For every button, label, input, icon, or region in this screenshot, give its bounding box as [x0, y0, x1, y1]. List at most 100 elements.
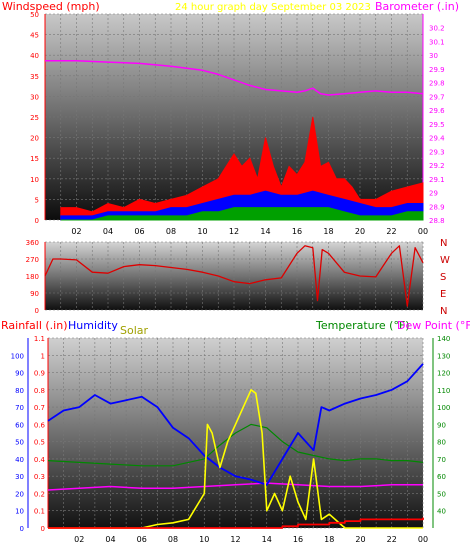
dir-y-tick-label: 360 [26, 239, 39, 247]
baro-y-tick-label: 28.9 [429, 203, 445, 211]
baro-y-tick-label: 30.1 [429, 38, 445, 46]
wind-x-tick-label: 12 [229, 227, 239, 236]
rain-y-tick-label: 0 [41, 525, 45, 533]
humidity-y-tick-label: 100 [11, 352, 24, 360]
wind-x-tick-label: 14 [260, 227, 270, 236]
temp-y-tick-label: 90 [437, 421, 446, 429]
humidity-y-tick-label: 50 [15, 439, 24, 447]
dir-y-tick-label: 90 [30, 290, 39, 298]
baro-y-tick-label: 29.1 [429, 176, 445, 184]
temp-y-tick-label: 80 [437, 439, 446, 447]
axes: 0510152025303540455028.828.92929.129.229… [11, 11, 451, 544]
date-title: 24 hour graph day September 03 2023 [175, 2, 371, 13]
dewpoint-title: Dew Point (°F) [397, 319, 470, 332]
temp-y-tick-label: 70 [437, 456, 446, 464]
rain-y-tick-label: 0.7 [34, 404, 45, 412]
humidity-y-tick-label: 20 [15, 490, 24, 498]
baro-y-tick-label: 30 [429, 52, 438, 60]
dir-y-tick-label: 180 [26, 273, 39, 281]
temp-y-tick-label: 110 [437, 387, 450, 395]
baro-y-tick-label: 29.7 [429, 93, 445, 101]
temperature-line [47, 423, 424, 467]
compass-letter: N [440, 238, 447, 249]
rain-y-tick-label: 1 [41, 352, 45, 360]
rain-y-tick-label: 0.8 [34, 387, 45, 395]
rain-y-tick-label: 0.2 [34, 490, 45, 498]
wind-low-area [60, 207, 424, 221]
wind-x-tick-label: 10 [197, 227, 207, 236]
wind-x-tick-label: 02 [71, 227, 81, 236]
wind-y-tick-label: 20 [30, 135, 39, 143]
rain-y-tick-label: 0.9 [34, 370, 45, 378]
temp-y-tick-label: 40 [437, 508, 446, 516]
wind-y-tick-label: 5 [35, 196, 39, 204]
wind-x-tick-label: 04 [103, 227, 113, 236]
wind-title: Windspeed (mph) [2, 0, 100, 13]
rain-x-tick-label: 00 [418, 535, 428, 544]
barometer-line [45, 59, 424, 96]
rain-x-tick-label: 10 [199, 535, 209, 544]
baro-y-tick-label: 29 [429, 190, 438, 198]
temp-y-tick-label: 60 [437, 473, 446, 481]
wind-y-tick-label: 50 [30, 11, 39, 19]
humidity-y-tick-label: 0 [20, 525, 24, 533]
baro-y-tick-label: 29.3 [429, 148, 445, 156]
compass-letter: S [440, 272, 446, 283]
humidity-title: Humidity [68, 319, 118, 332]
rainfall-title: Rainfall (.in) [1, 319, 68, 332]
baro-y-tick-label: 29.4 [429, 135, 445, 143]
solar-title: Solar [120, 324, 149, 337]
rain-x-tick-label: 22 [387, 535, 397, 544]
baro-y-tick-label: 29.8 [429, 80, 445, 88]
rain-x-tick-label: 20 [355, 535, 365, 544]
wind-x-tick-label: 22 [386, 227, 396, 236]
wind-y-tick-label: 45 [30, 32, 39, 40]
rain-x-tick-label: 14 [262, 535, 272, 544]
baro-y-tick-label: 29.2 [429, 162, 445, 170]
temp-y-tick-label: 100 [437, 404, 450, 412]
wind-y-tick-label: 15 [30, 155, 39, 163]
rain-x-tick-label: 18 [324, 535, 334, 544]
humidity-y-tick-label: 40 [15, 456, 24, 464]
compass-letter: W [440, 255, 450, 266]
rain-y-tick-label: 0.6 [34, 421, 46, 429]
rain-x-tick-label: 16 [293, 535, 303, 544]
humidity-y-tick-label: 60 [15, 421, 24, 429]
wind-y-tick-label: 30 [30, 93, 39, 101]
solar-line [48, 388, 423, 529]
wind-x-tick-label: 16 [292, 227, 302, 236]
wind-x-tick-label: 18 [323, 227, 333, 236]
rain-x-tick-label: 04 [105, 535, 115, 544]
humidity-y-tick-label: 10 [15, 508, 24, 516]
humidity-y-tick-label: 80 [15, 387, 24, 395]
humidity-y-tick-label: 90 [15, 370, 24, 378]
dewpoint-line [47, 482, 423, 491]
rain-x-tick-label: 02 [74, 535, 84, 544]
wind-x-tick-label: 00 [418, 227, 428, 236]
baro-y-tick-label: 29.5 [429, 121, 445, 129]
temp-y-tick-label: 140 [437, 335, 450, 343]
wind-direction-line [44, 245, 424, 307]
baro-y-tick-label: 29.6 [429, 107, 445, 115]
wind-x-tick-label: 08 [166, 227, 176, 236]
wind-y-tick-label: 40 [30, 52, 39, 60]
direction-grid [45, 241, 424, 311]
dir-y-tick-label: 270 [26, 256, 39, 264]
rain-y-tick-label: 0.4 [34, 456, 46, 464]
temp-y-tick-label: 120 [437, 370, 450, 378]
temperature-title: Temperature (°F) [315, 319, 410, 332]
wind-x-tick-label: 06 [134, 227, 144, 236]
baro-y-tick-label: 29.9 [429, 66, 445, 74]
humidity-line [47, 363, 424, 486]
temp-y-tick-label: 130 [437, 352, 450, 360]
rain-x-tick-label: 06 [137, 535, 147, 544]
wind-y-tick-label: 25 [30, 114, 39, 122]
rain-x-tick-label: 12 [230, 535, 240, 544]
barometer-title: Barometer (.in) [375, 0, 459, 13]
humidity-y-tick-label: 70 [15, 404, 24, 412]
compass-letter: N [440, 306, 447, 317]
baro-y-tick-label: 28.8 [429, 217, 445, 225]
humidity-y-tick-label: 30 [15, 473, 24, 481]
